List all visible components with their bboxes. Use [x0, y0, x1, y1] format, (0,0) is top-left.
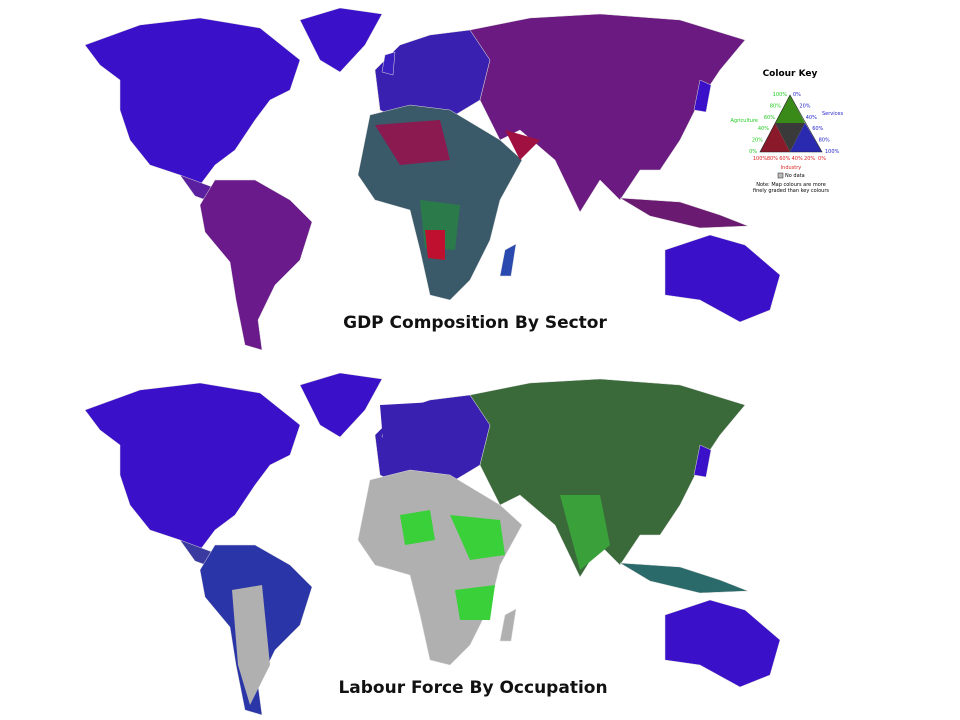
key-tick-label: 20%	[799, 103, 810, 109]
landmass	[199, 179, 313, 351]
landmass	[299, 7, 383, 73]
key-cell	[775, 123, 805, 152]
key-tick-label: 80%	[770, 103, 781, 109]
key-axis-label: Industry	[781, 165, 802, 171]
key-tick-label: 60%	[812, 126, 823, 132]
key-note: finely graded than key colours	[753, 188, 829, 194]
region	[450, 515, 505, 560]
no-data-label: No data	[785, 173, 805, 179]
landmass	[469, 13, 746, 213]
landmass	[664, 599, 781, 688]
key-tick-label: 100%	[753, 156, 768, 162]
key-tick-label: 0%	[793, 92, 801, 98]
map-title: GDP Composition By Sector	[343, 313, 607, 333]
landmass	[693, 444, 712, 478]
landmass	[84, 382, 301, 551]
key-cell	[790, 123, 822, 152]
landmass	[499, 243, 517, 277]
key-tick-label: 0%	[818, 156, 826, 162]
map-title: Labour Force By Occupation	[338, 678, 607, 698]
region	[560, 495, 610, 570]
key-cell	[775, 95, 805, 123]
region	[375, 120, 450, 165]
landmass	[499, 608, 517, 642]
landmass	[619, 562, 749, 594]
gdp-map	[84, 7, 781, 351]
key-tick-label: 100%	[773, 92, 788, 98]
key-tick-label: 40%	[806, 115, 817, 121]
key-cell	[760, 123, 790, 152]
key-tick-label: 60%	[764, 115, 775, 121]
key-tick-label: 40%	[792, 156, 803, 162]
region	[455, 585, 495, 620]
landmass	[664, 234, 781, 323]
key-tick-label: 0%	[749, 149, 757, 155]
key-tick-label: 40%	[758, 126, 769, 132]
region	[380, 400, 480, 465]
landmass	[693, 79, 712, 113]
key-tick-label: 80%	[767, 156, 778, 162]
region	[400, 510, 435, 545]
key-tick-label: 20%	[804, 156, 815, 162]
landmass	[469, 378, 746, 578]
region	[505, 130, 540, 160]
landmass	[619, 197, 749, 229]
labour-map	[84, 372, 781, 716]
key-note: Note: Map colours are more	[756, 182, 826, 188]
region	[232, 585, 270, 705]
key-tick-label: 60%	[779, 156, 790, 162]
key-axis-label: Agriculture	[731, 118, 759, 124]
landmass	[299, 372, 383, 438]
region	[425, 230, 445, 260]
key-title: Colour Key	[763, 69, 818, 79]
colour-key: Colour Key Agriculture Services Industry…	[731, 69, 844, 194]
key-tick-label: 80%	[819, 138, 830, 144]
key-outline	[759, 94, 823, 153]
key-tick-label: 20%	[752, 138, 763, 144]
key-axis-label: Services	[822, 111, 843, 117]
key-tick-label: 100%	[825, 149, 840, 155]
landmass	[84, 17, 301, 186]
no-data-swatch	[777, 172, 784, 179]
landmass	[381, 51, 396, 76]
